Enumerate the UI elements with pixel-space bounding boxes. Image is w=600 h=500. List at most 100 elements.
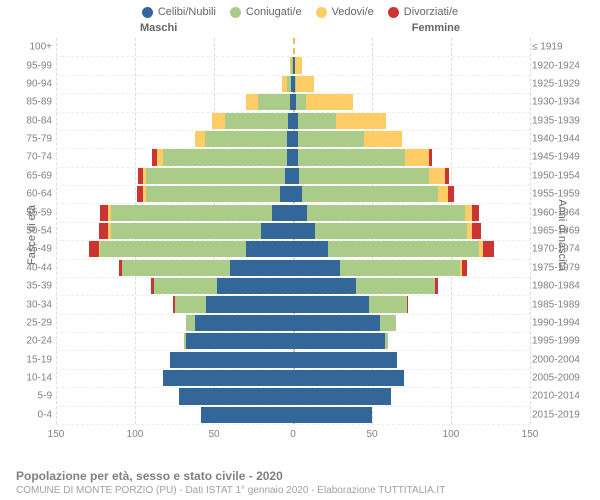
birth-year-label: 1990-1994 — [532, 317, 586, 328]
segment-married — [380, 315, 396, 331]
male-bar — [56, 260, 293, 276]
segment-widowed — [405, 149, 429, 165]
age-label: 20-24 — [20, 336, 52, 347]
pyramid-row — [56, 278, 530, 294]
legend-swatch — [388, 7, 399, 18]
legend: Celibi/Nubili Coniugati/e Vedovi/e Divorzia… — [0, 0, 600, 20]
pyramid-row — [56, 205, 530, 221]
birth-year-label: 1955-1959 — [532, 189, 586, 200]
legend-swatch — [142, 7, 153, 18]
female-bar — [293, 76, 530, 92]
segment-single — [246, 241, 293, 257]
male-label: Maschi — [140, 22, 177, 34]
segment-widowed — [364, 131, 402, 147]
x-tick-label: 0 — [290, 429, 296, 440]
segment-married — [385, 333, 388, 349]
segment-divorced — [435, 278, 438, 294]
male-bar — [56, 315, 293, 331]
segment-married — [296, 94, 305, 110]
legend-swatch — [316, 7, 327, 18]
male-bar — [56, 131, 293, 147]
segment-divorced — [483, 241, 494, 257]
legend-label: Celibi/Nubili — [158, 6, 216, 18]
segment-widowed — [296, 76, 313, 92]
male-bar — [56, 352, 293, 368]
legend-item: Coniugati/e — [230, 6, 302, 18]
pyramid-row — [56, 241, 530, 257]
male-bar — [56, 407, 293, 423]
legend-item: Celibi/Nubili — [142, 6, 216, 18]
birth-year-label: 1930-1934 — [532, 97, 586, 108]
grid-line-horizontal — [56, 424, 530, 425]
pyramid-row — [56, 370, 530, 386]
x-tick-label: 100 — [127, 429, 144, 440]
pyramid-row — [56, 76, 530, 92]
male-bar — [56, 113, 293, 129]
female-bar — [293, 131, 530, 147]
segment-widowed — [246, 94, 259, 110]
birth-year-label: 1965-1969 — [532, 226, 586, 237]
footer-title: Popolazione per età, sesso e stato civil… — [16, 469, 590, 483]
birth-year-label: ≤ 1919 — [532, 42, 586, 53]
segment-single — [293, 186, 302, 202]
grid-line-vertical — [530, 38, 531, 424]
age-label: 40-44 — [20, 262, 52, 273]
segment-married — [298, 131, 364, 147]
age-label: 70-74 — [20, 152, 52, 163]
female-bar — [293, 315, 530, 331]
pyramid-row — [56, 315, 530, 331]
segment-married — [163, 149, 286, 165]
x-tick-label: 100 — [443, 429, 460, 440]
segment-married — [175, 296, 207, 312]
segment-married — [186, 315, 195, 331]
segment-widowed — [336, 113, 387, 129]
pyramid-row — [56, 388, 530, 404]
segment-married — [225, 113, 288, 129]
segment-married — [340, 260, 460, 276]
female-bar — [293, 94, 530, 110]
male-bar — [56, 149, 293, 165]
segment-widowed — [295, 57, 303, 73]
segment-married — [369, 296, 407, 312]
age-label: 25-29 — [20, 317, 52, 328]
segment-married — [154, 278, 217, 294]
segment-divorced — [429, 149, 432, 165]
age-label: 35-39 — [20, 281, 52, 292]
segment-single — [170, 352, 293, 368]
pyramid-row — [56, 223, 530, 239]
segment-married — [258, 94, 290, 110]
segment-married — [100, 241, 245, 257]
age-label: 85-89 — [20, 97, 52, 108]
female-bar — [293, 223, 530, 239]
female-bar — [293, 241, 530, 257]
footer-subtitle: COMUNE DI MONTE PORZIO (PU) - Dati ISTAT… — [16, 485, 590, 496]
segment-single — [163, 370, 293, 386]
legend-label: Divorziati/e — [404, 6, 458, 18]
legend-item: Vedovi/e — [316, 6, 374, 18]
male-bar — [56, 296, 293, 312]
birth-year-label: 1920-1924 — [532, 60, 586, 71]
segment-single — [293, 333, 385, 349]
segment-single — [230, 260, 293, 276]
segment-single — [293, 352, 397, 368]
birth-year-label: 1960-1964 — [532, 207, 586, 218]
segment-divorced — [472, 223, 481, 239]
female-bar — [293, 57, 530, 73]
segment-widowed — [212, 113, 225, 129]
segment-single — [293, 407, 372, 423]
pyramid-row — [56, 94, 530, 110]
segment-widowed — [306, 94, 353, 110]
segment-married — [298, 113, 336, 129]
birth-year-label: 1975-1979 — [532, 262, 586, 273]
x-tick-label: 150 — [48, 429, 65, 440]
segment-married — [122, 260, 229, 276]
segment-divorced — [462, 260, 467, 276]
female-bar — [293, 388, 530, 404]
age-label: 55-59 — [20, 207, 52, 218]
legend-item: Divorziati/e — [388, 6, 458, 18]
segment-married — [298, 149, 405, 165]
pyramid-row — [56, 407, 530, 423]
birth-year-label: 1995-1999 — [532, 336, 586, 347]
segment-divorced — [472, 205, 480, 221]
segment-married — [146, 186, 280, 202]
